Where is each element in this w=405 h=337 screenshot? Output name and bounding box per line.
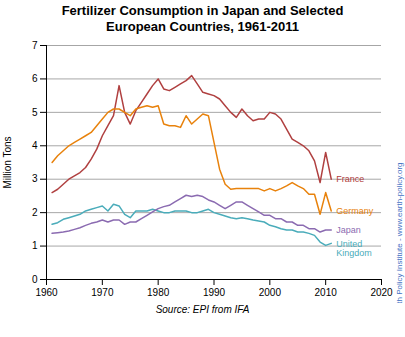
svg-text:1960: 1960 — [35, 287, 58, 298]
svg-text:1: 1 — [32, 240, 38, 251]
svg-text:6: 6 — [32, 73, 38, 84]
svg-text:7: 7 — [32, 40, 38, 51]
svg-text:2010: 2010 — [315, 287, 338, 298]
svg-text:3: 3 — [32, 173, 38, 184]
svg-text:2020: 2020 — [370, 287, 393, 298]
svg-text:0: 0 — [32, 274, 38, 285]
svg-text:5: 5 — [32, 107, 38, 118]
svg-text:Million Tons: Million Tons — [2, 136, 13, 188]
html-text:Source: EPI from IFA: Source: EPI from IFA — [155, 304, 250, 315]
svg-text:Germany: Germany — [336, 206, 374, 216]
svg-text:France: France — [336, 174, 364, 184]
svg-text:1990: 1990 — [203, 287, 226, 298]
svg-text:2: 2 — [32, 207, 38, 218]
svg-text:1970: 1970 — [91, 287, 114, 298]
svg-text:2000: 2000 — [259, 287, 282, 298]
svg-text:4: 4 — [32, 140, 38, 151]
svg-text:UnitedKingdom: UnitedKingdom — [336, 239, 372, 258]
svg-text:Earth Policy Institute - www.e: Earth Policy Institute - www.earth-polic… — [395, 163, 404, 304]
svg-text:1980: 1980 — [147, 287, 170, 298]
svg-text:Japan: Japan — [336, 225, 361, 235]
html-text:Fertilizer Consumption in Japa: Fertilizer Consumption in Japan and Sele… — [61, 3, 344, 34]
